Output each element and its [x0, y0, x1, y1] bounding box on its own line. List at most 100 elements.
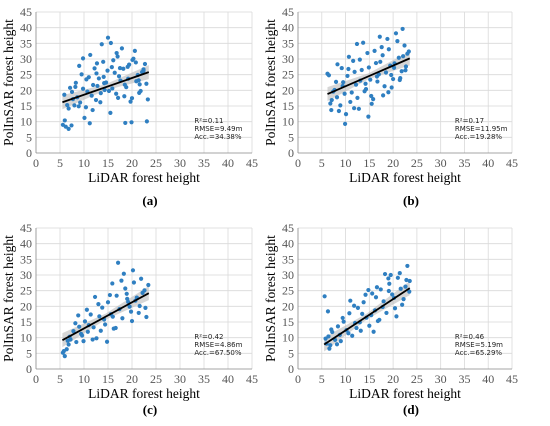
y-axis-label: PolInSAR forest height	[263, 19, 278, 146]
data-point	[105, 68, 110, 73]
data-point	[368, 77, 373, 82]
y-tick-label: 45	[20, 221, 32, 235]
x-tick-label: 25	[150, 372, 162, 386]
y-tick-label: 10	[20, 331, 32, 345]
x-tick-label: 10	[78, 372, 90, 386]
data-point	[385, 36, 390, 42]
data-point	[327, 346, 332, 351]
data-point	[354, 325, 359, 331]
data-point	[397, 271, 402, 276]
data-point	[132, 48, 137, 53]
data-point	[358, 328, 363, 333]
data-point	[329, 327, 334, 332]
data-point	[128, 99, 133, 104]
data-point	[69, 123, 74, 128]
data-point	[360, 311, 365, 316]
data-point	[400, 26, 405, 32]
data-point	[122, 94, 127, 99]
data-point	[103, 322, 108, 327]
data-point	[139, 276, 144, 281]
x-tick-label: 40	[222, 372, 234, 386]
y-tick-label: 25	[20, 284, 32, 298]
data-point	[365, 50, 370, 56]
data-point	[89, 93, 94, 98]
data-point	[363, 292, 368, 297]
x-tick-label: 20	[387, 372, 399, 386]
data-point	[95, 83, 100, 89]
y-tick-label: 30	[282, 268, 294, 282]
data-point	[109, 65, 114, 70]
x-tick-label: 5	[319, 156, 325, 170]
stats-line: RMSE=4.86m	[194, 341, 242, 349]
data-point	[329, 97, 334, 103]
data-point	[352, 69, 357, 74]
stats-line: Acc.=34.38%	[194, 133, 241, 141]
x-tick-label: 35	[198, 156, 210, 170]
y-tick-label: 35	[282, 252, 294, 266]
data-point	[115, 54, 120, 59]
data-point	[398, 286, 403, 291]
data-point	[347, 311, 352, 316]
data-point	[102, 81, 107, 86]
data-point	[383, 70, 389, 75]
data-point	[350, 333, 355, 338]
data-point	[367, 323, 372, 328]
x-tick-label: 25	[411, 372, 423, 386]
x-tick-label: 20	[126, 372, 138, 386]
data-point	[342, 121, 348, 126]
data-point	[88, 312, 93, 317]
y-tick-label: 40	[282, 237, 294, 251]
data-point	[66, 342, 71, 347]
stats-line: RMSE=11.95m	[455, 125, 508, 133]
data-point	[107, 292, 113, 298]
data-point	[404, 277, 409, 283]
y-tick-label: 0	[288, 362, 294, 376]
stats-line: R²=0.46	[455, 333, 485, 341]
x-tick-label: 20	[387, 156, 399, 170]
data-point	[145, 97, 150, 102]
x-tick-label: 35	[458, 372, 470, 386]
data-point	[71, 328, 76, 334]
stats-line: RMSE=5.19m	[455, 341, 503, 349]
stats-line: Acc.=19.28%	[455, 133, 502, 141]
data-point	[393, 31, 399, 36]
data-point	[76, 104, 81, 109]
y-tick-label: 10	[20, 115, 32, 129]
data-point	[108, 40, 113, 46]
data-point	[121, 271, 126, 276]
x-tick-label: 10	[340, 372, 352, 386]
data-point	[351, 58, 356, 63]
data-point	[379, 44, 384, 50]
data-point	[129, 96, 135, 101]
data-point	[325, 309, 331, 314]
x-tick-label: 5	[57, 156, 63, 170]
x-tick-label: 0	[33, 372, 39, 386]
data-point	[377, 34, 382, 39]
data-point	[106, 88, 112, 94]
y-tick-label: 40	[20, 237, 32, 251]
data-point	[94, 71, 99, 76]
data-point	[375, 79, 380, 84]
data-point	[98, 100, 103, 105]
data-point	[62, 92, 67, 97]
data-point	[127, 304, 132, 309]
x-tick-label: 35	[198, 372, 210, 386]
data-point	[62, 118, 67, 123]
regression-line	[62, 71, 150, 104]
data-point	[396, 55, 401, 60]
y-tick-label: 30	[282, 52, 294, 66]
data-point	[355, 95, 360, 100]
data-point	[142, 61, 148, 67]
data-point	[381, 299, 386, 304]
data-point	[74, 339, 79, 345]
data-point	[384, 310, 389, 316]
data-point	[386, 90, 391, 95]
x-tick-label: 30	[174, 372, 186, 386]
data-point	[361, 40, 366, 45]
data-point	[92, 66, 97, 71]
data-point	[73, 84, 78, 89]
data-point	[366, 287, 371, 293]
data-point	[115, 95, 121, 100]
data-point	[339, 65, 344, 71]
